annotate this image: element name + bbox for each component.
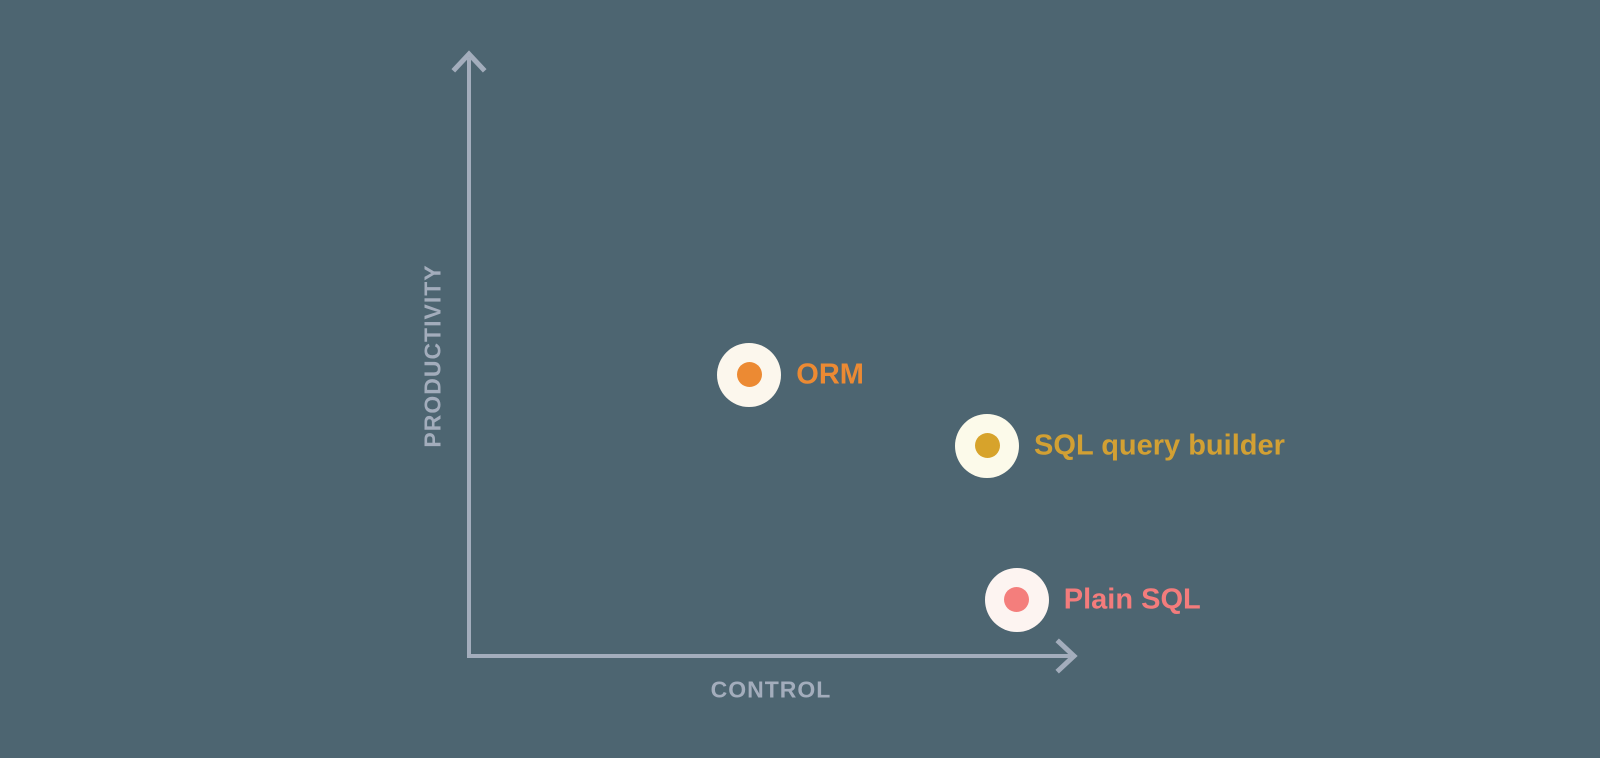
y-axis-label: PRODUCTIVITY: [419, 264, 446, 448]
x-axis-arrowhead-icon: [1055, 638, 1078, 674]
point-dot-icon: [736, 362, 762, 388]
point-label: Plain SQL: [1063, 583, 1201, 616]
x-axis-label: CONTROL: [710, 676, 832, 703]
point-label: ORM: [796, 358, 864, 391]
point-dot-icon: [974, 433, 1000, 459]
point-dot-icon: [1004, 587, 1030, 613]
point-halo: [955, 413, 1020, 478]
point-halo: [984, 567, 1049, 632]
y-axis-arrowhead-icon: [451, 50, 487, 73]
point-label: SQL query builder: [1034, 429, 1285, 462]
point-halo: [717, 342, 782, 407]
